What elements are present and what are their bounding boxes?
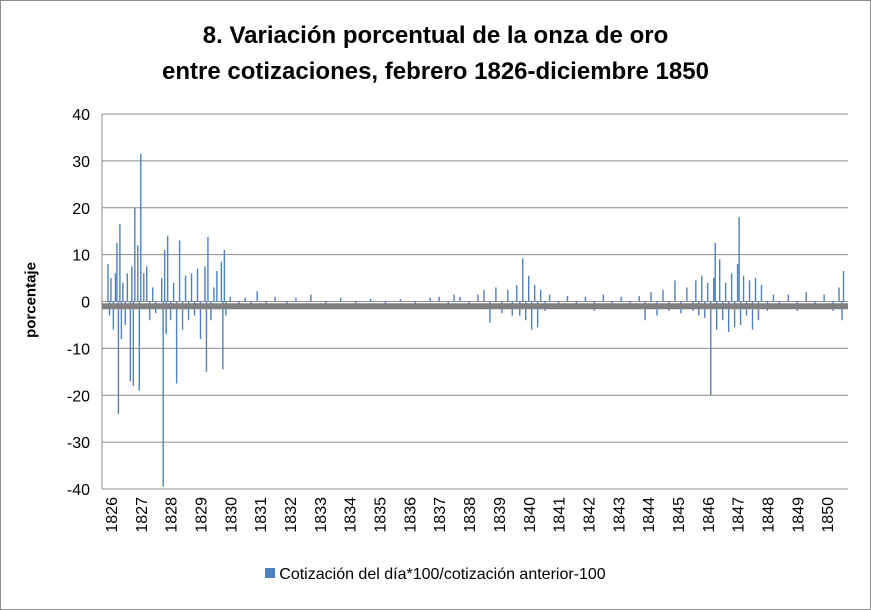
x-tick-label: 1836 xyxy=(402,497,419,533)
x-tick-label: 1849 xyxy=(790,497,807,533)
x-tick-label: 1831 xyxy=(253,497,270,533)
y-tick-label: -30 xyxy=(67,435,90,452)
y-tick-label: 0 xyxy=(81,295,90,312)
x-tick-label: 1841 xyxy=(552,497,569,533)
x-tick-label: 1826 xyxy=(104,497,121,533)
legend-swatch xyxy=(265,567,276,578)
x-tick-label: 1844 xyxy=(641,497,658,533)
y-tick-label: -20 xyxy=(67,388,90,405)
x-tick-label: 1839 xyxy=(492,497,509,533)
x-tick-label: 1834 xyxy=(343,497,360,533)
x-tick-label: 1829 xyxy=(194,497,211,533)
y-tick-label: -10 xyxy=(67,341,90,358)
x-tick-label: 1827 xyxy=(134,497,151,533)
x-tick-label: 1830 xyxy=(223,497,240,533)
x-tick-label: 1835 xyxy=(373,497,390,533)
y-tick-label: -40 xyxy=(67,482,90,499)
x-tick-label: 1847 xyxy=(731,497,748,533)
x-tick-label: 1842 xyxy=(581,497,598,533)
x-tick-label: 1843 xyxy=(611,497,628,533)
y-tick-label: 10 xyxy=(72,248,90,265)
x-tick-label: 1850 xyxy=(820,497,837,533)
chart-title-line-2: entre cotizaciones, febrero 1826-diciemb… xyxy=(162,58,709,85)
legend-label: Cotización del día*100/cotización anteri… xyxy=(279,566,606,583)
x-tick-label: 1848 xyxy=(760,497,777,533)
x-tick-label: 1828 xyxy=(164,497,181,533)
y-tick-label: 30 xyxy=(72,154,90,171)
x-tick-label: 1832 xyxy=(283,497,300,533)
x-tick-label: 1846 xyxy=(701,497,718,533)
x-tick-label: 1837 xyxy=(432,497,449,533)
y-tick-label: 40 xyxy=(72,107,90,124)
y-tick-label: 20 xyxy=(72,201,90,218)
x-tick-label: 1845 xyxy=(671,497,688,533)
x-tick-label: 1833 xyxy=(313,497,330,533)
legend: Cotización del día*100/cotización anteri… xyxy=(0,566,871,584)
x-tick-label: 1838 xyxy=(462,497,479,533)
x-tick-label: 1840 xyxy=(522,497,539,533)
chart-title-line-1: 8. Variación porcentual de la onza de or… xyxy=(202,22,669,49)
